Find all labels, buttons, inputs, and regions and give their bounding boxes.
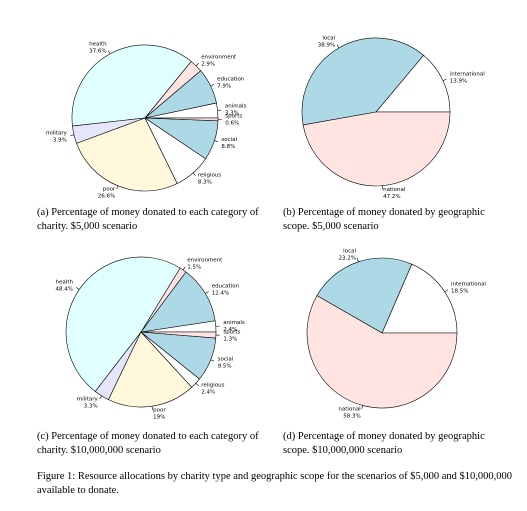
slice-value-label: 8.8% xyxy=(221,144,235,150)
pie-slice xyxy=(71,44,192,127)
label-tick xyxy=(70,134,75,136)
label-tick xyxy=(108,50,111,55)
slice-value-label: 2.4% xyxy=(223,327,237,333)
slice-label: military xyxy=(77,396,99,402)
caption: (a) Percentage of money donated to each … xyxy=(37,207,259,232)
slice-value-label: 48.4% xyxy=(56,286,73,292)
slice-label: social xyxy=(218,357,234,363)
label-tick xyxy=(442,78,447,81)
slice-label: animals xyxy=(223,320,245,326)
slice-value-label: 18.5% xyxy=(451,289,468,295)
slice-value-label: 9.5% xyxy=(218,364,232,370)
slice-value-label: 0.6% xyxy=(225,121,239,127)
label-tick xyxy=(361,405,363,410)
slice-value-label: 26.6% xyxy=(98,194,115,200)
slice-label: military xyxy=(46,131,68,137)
slice-label: national xyxy=(338,407,361,413)
slice-label: local xyxy=(343,249,356,255)
slice-label: sports xyxy=(225,114,242,120)
slice-label: social xyxy=(221,137,237,143)
slice-value-label: 2.9% xyxy=(201,62,215,68)
slice-label: international xyxy=(450,72,485,78)
slice-label: poor xyxy=(103,187,116,193)
slice-value-label: 7.9% xyxy=(217,84,231,90)
label-tick xyxy=(214,140,218,142)
slice-label: local xyxy=(322,36,335,42)
label-tick xyxy=(192,172,196,176)
slice-label: environment xyxy=(201,55,237,61)
slice-label: environment xyxy=(187,258,223,264)
caption: (d) Percentage of money donated by geogr… xyxy=(283,431,485,456)
label-tick xyxy=(356,258,359,262)
label-tick xyxy=(210,359,215,362)
pie-slice xyxy=(140,271,216,333)
slice-label: education xyxy=(212,284,240,290)
pie-slice xyxy=(108,331,193,408)
pie-slice xyxy=(381,263,458,334)
slice-value-label: 19% xyxy=(153,415,165,421)
label-tick xyxy=(336,44,340,49)
slice-label: poor xyxy=(153,408,166,414)
slice-value-label: 3.3% xyxy=(84,403,98,409)
slice-value-label: 23.2% xyxy=(339,256,356,262)
slice-label: international xyxy=(451,282,486,288)
label-tick xyxy=(444,289,448,293)
caption: (b) Percentage of money donated by geogr… xyxy=(283,207,485,232)
label-tick xyxy=(75,287,80,290)
slice-value-label: 2.4% xyxy=(201,389,215,395)
pie-slice xyxy=(76,117,178,192)
slice-value-label: 13.9% xyxy=(450,79,467,85)
slice-label: religious xyxy=(198,172,221,178)
slice-value-label: 3.3% xyxy=(225,111,239,117)
slice-value-label: 47.2% xyxy=(383,194,400,200)
slice-value-label: 3.9% xyxy=(53,138,67,144)
slice-label: health xyxy=(56,279,74,285)
pie-slice xyxy=(306,295,458,409)
slice-value-label: 58.3% xyxy=(343,414,360,420)
slice-value-label: 1.5% xyxy=(187,265,201,271)
caption: (c) Percentage of money donated to each … xyxy=(37,431,259,456)
label-tick xyxy=(210,83,214,87)
pie-slice xyxy=(302,111,451,187)
slice-value-label: 8.3% xyxy=(198,179,212,185)
label-tick xyxy=(195,383,199,387)
slice-value-label: 38.9% xyxy=(318,43,335,49)
slice-label: religious xyxy=(201,382,224,388)
figure-caption: Figure 1: Resource allocations by charit… xyxy=(37,471,512,496)
slice-label: animals xyxy=(225,104,247,110)
slice-label: health xyxy=(89,41,107,47)
slice-label: national xyxy=(383,187,406,193)
slice-label: sports xyxy=(223,329,240,335)
label-tick xyxy=(182,266,186,271)
label-tick xyxy=(195,63,199,67)
slice-label: education xyxy=(217,77,245,83)
slice-value-label: 12.4% xyxy=(212,291,229,297)
slice-value-label: 1.3% xyxy=(223,336,237,342)
label-tick xyxy=(151,406,153,410)
label-tick xyxy=(205,291,209,294)
label-tick xyxy=(99,395,102,400)
pie-slice xyxy=(144,117,219,122)
slice-value-label: 37.6% xyxy=(89,48,106,54)
label-tick xyxy=(116,185,119,190)
